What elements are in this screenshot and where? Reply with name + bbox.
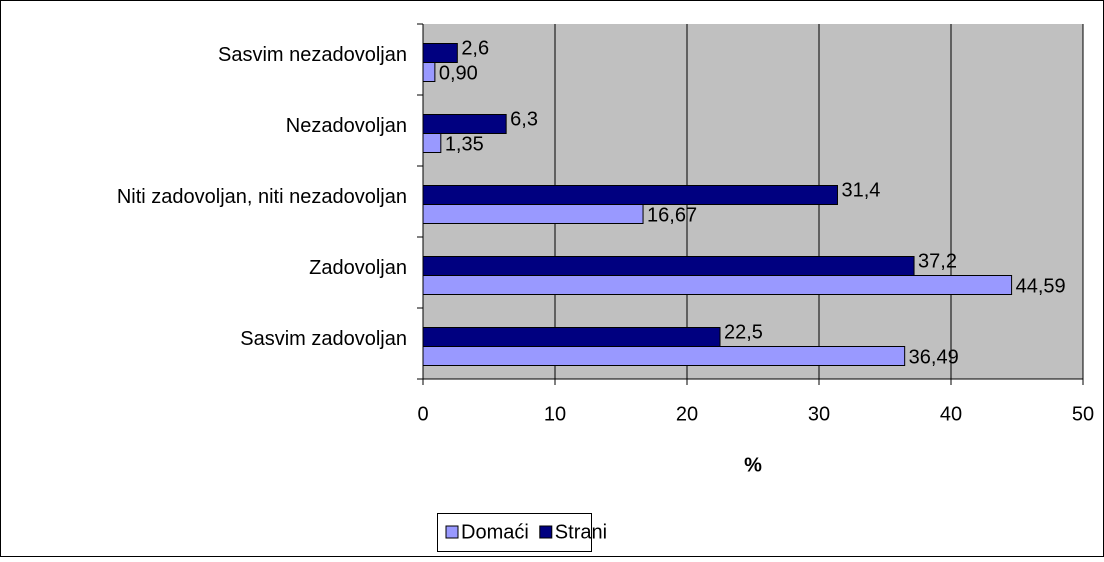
x-tick-label: 10 bbox=[544, 403, 566, 425]
y-tick-label: Sasvim zadovoljan bbox=[240, 328, 407, 350]
bar bbox=[422, 62, 436, 82]
bar bbox=[422, 256, 915, 276]
x-axis-title: % bbox=[744, 454, 762, 476]
data-label: 37,2 bbox=[918, 250, 957, 272]
data-label: 0,90 bbox=[439, 62, 478, 84]
bar bbox=[422, 185, 838, 205]
data-label: 31,4 bbox=[841, 179, 880, 201]
bar bbox=[422, 133, 442, 153]
data-label: 1,35 bbox=[445, 133, 484, 155]
bar bbox=[422, 114, 507, 134]
x-tick-label: 50 bbox=[1072, 403, 1094, 425]
x-tick-label: 20 bbox=[676, 403, 698, 425]
legend-swatch bbox=[539, 525, 553, 539]
bar bbox=[422, 43, 458, 63]
y-tick-label: Sasvim nezadovoljan bbox=[218, 44, 407, 66]
x-tick-label: 30 bbox=[808, 403, 830, 425]
legend-label: Domaći bbox=[461, 521, 529, 543]
data-label: 2,6 bbox=[461, 37, 489, 59]
legend-swatch bbox=[445, 525, 459, 539]
bar bbox=[422, 327, 721, 347]
legend bbox=[437, 513, 592, 552]
data-label: 22,5 bbox=[724, 321, 763, 343]
bar bbox=[422, 346, 906, 366]
data-label: 6,3 bbox=[510, 108, 538, 130]
legend-label: Strani bbox=[555, 521, 607, 543]
x-tick-label: 40 bbox=[940, 403, 962, 425]
bar bbox=[422, 275, 1013, 295]
data-label: 16,67 bbox=[647, 204, 697, 226]
bar bbox=[422, 204, 644, 224]
data-label: 36,49 bbox=[909, 346, 959, 368]
y-tick-label: Nezadovoljan bbox=[286, 115, 407, 137]
y-tick-label: Zadovoljan bbox=[309, 257, 407, 279]
y-tick-label: Niti zadovoljan, niti nezadovoljan bbox=[117, 186, 407, 208]
x-tick-label: 0 bbox=[417, 403, 428, 425]
data-label: 44,59 bbox=[1016, 275, 1066, 297]
